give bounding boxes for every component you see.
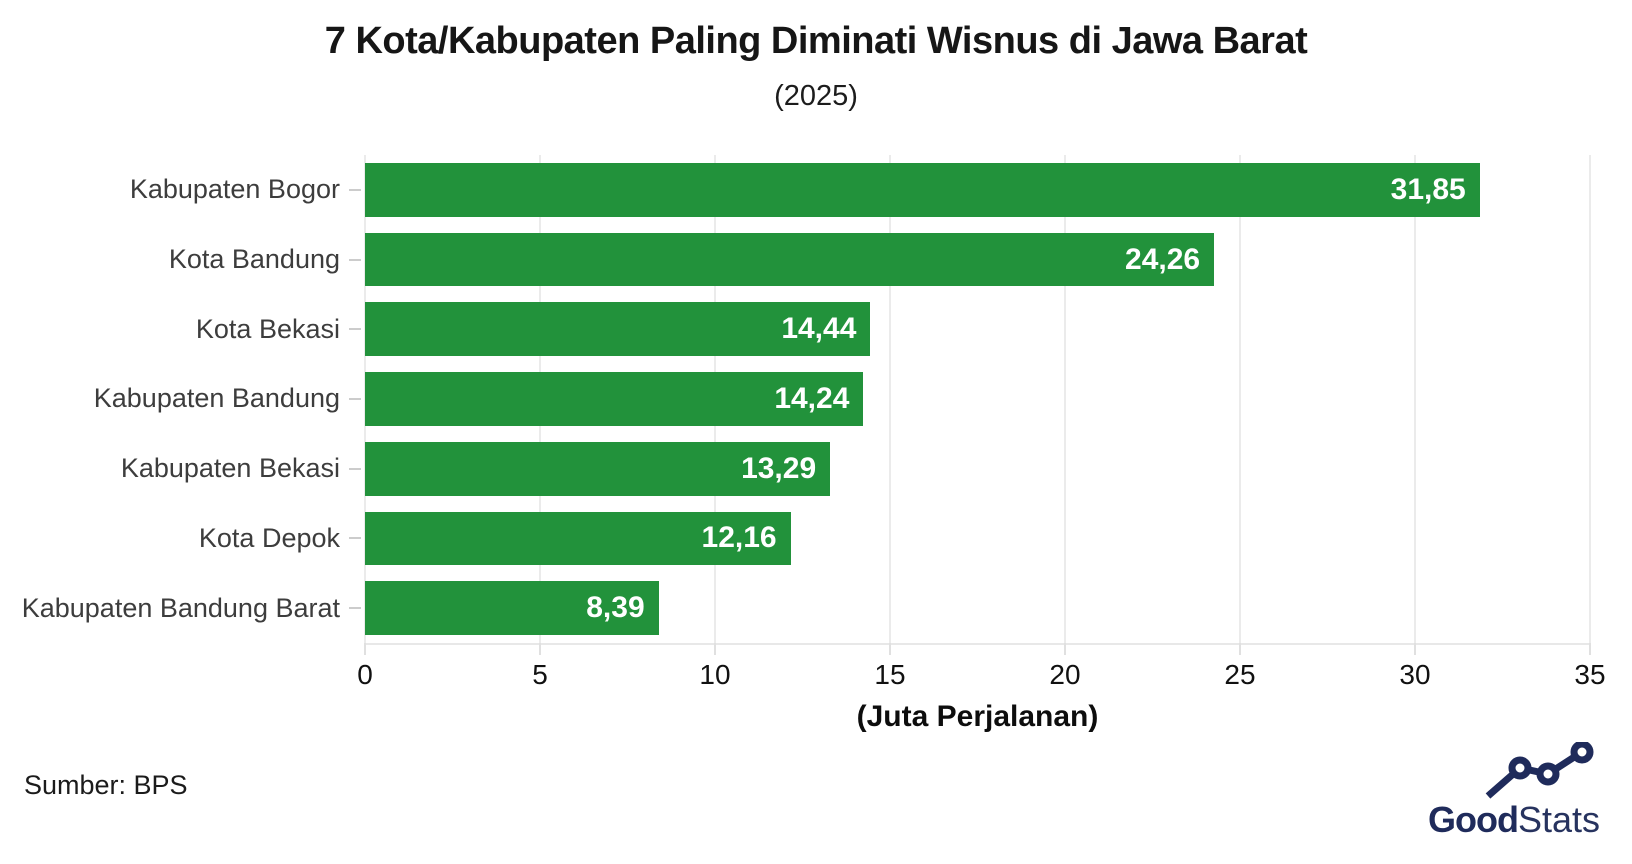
bar-row: 24,26 — [365, 225, 1590, 295]
bar-value-label: 14,44 — [781, 312, 857, 346]
y-axis-category-labels: Kabupaten Bogor Kota Bandung Kota Bekasi Ka… — [0, 155, 361, 643]
x-tick-label-10: 10 — [699, 659, 731, 690]
bar-value-label: 12,16 — [701, 521, 777, 555]
bar-row: 8,39 — [365, 573, 1590, 643]
x-tick-mark-10 — [714, 643, 716, 655]
bar-value-label: 24,26 — [1125, 242, 1201, 276]
x-tick-label-30: 30 — [1399, 659, 1431, 690]
y-tick-mark — [349, 397, 361, 400]
bar-kabupaten-bekasi: 13,29 — [365, 441, 831, 496]
category-label-kabupaten-bogor: Kabupaten Bogor — [0, 155, 361, 225]
logo-text: GoodStats — [1428, 802, 1600, 838]
x-tick-mark-0 — [364, 643, 366, 655]
chart-subtitle: (2025) — [774, 80, 858, 112]
bar-value-label: 13,29 — [741, 451, 817, 485]
y-tick-mark — [349, 328, 361, 331]
gridline-x-20 — [1064, 155, 1066, 643]
gridline-x-15 — [889, 155, 891, 643]
bar-row: 14,24 — [365, 364, 1590, 434]
trend-line-icon — [1485, 742, 1594, 799]
x-tick-mark-35 — [1589, 643, 1591, 655]
y-tick-mark — [349, 188, 361, 191]
x-tick-mark-30 — [1414, 643, 1416, 655]
y-tick-mark — [349, 467, 361, 470]
x-tick-label-25: 25 — [1224, 659, 1256, 690]
x-axis: 0 5 10 15 20 25 30 35 — [357, 643, 1606, 705]
x-tick-mark-25 — [1239, 643, 1241, 655]
bar-row: 12,16 — [365, 504, 1590, 574]
x-tick-mark-15 — [889, 643, 891, 655]
category-label-kota-bekasi: Kota Bekasi — [0, 294, 361, 364]
bar-kota-bandung: 24,26 — [365, 232, 1215, 287]
bar-kabupaten-bandung-barat: 8,39 — [365, 581, 659, 635]
bar-row: 13,29 — [365, 434, 1590, 504]
bar-value-label: 8,39 — [586, 591, 645, 625]
plot-area: 31,85 24,26 14,44 14,24 13,29 12,16 8,39 — [364, 155, 1591, 645]
bar-row: 14,44 — [365, 294, 1590, 364]
category-label-kota-depok: Kota Depok — [0, 504, 361, 574]
bar-kota-bekasi: 14,44 — [365, 302, 871, 357]
y-tick-mark — [349, 258, 361, 261]
x-tick-label-5: 5 — [532, 659, 548, 690]
x-axis-title: (Juta Perjalanan) — [856, 700, 1099, 733]
x-tick-label-0: 0 — [357, 659, 373, 690]
x-tick-label-15: 15 — [874, 659, 906, 690]
y-tick-mark — [349, 537, 361, 540]
category-label-kabupaten-bandung: Kabupaten Bandung — [0, 364, 361, 434]
x-tick-label-20: 20 — [1049, 659, 1081, 690]
bar-kabupaten-bandung: 14,24 — [365, 372, 864, 426]
bar-kota-depok: 12,16 — [365, 511, 791, 566]
y-tick-mark — [349, 607, 361, 610]
bar-kabupaten-bogor: 31,85 — [365, 163, 1480, 217]
goodstats-logo: GoodStats — [1428, 742, 1600, 838]
logo-text-good: Good — [1427, 799, 1519, 840]
chart-title: 7 Kota/Kabupaten Paling Diminati Wisnus … — [324, 20, 1308, 62]
x-tick-mark-20 — [1064, 643, 1066, 655]
x-tick-label-35: 35 — [1574, 659, 1606, 690]
gridline-x-25 — [1239, 155, 1241, 643]
category-label-kabupaten-bandung-barat: Kabupaten Bandung Barat — [0, 573, 361, 643]
bar-value-label: 31,85 — [1390, 172, 1466, 206]
category-label-kota-bandung: Kota Bandung — [0, 225, 361, 295]
gridline-x-35 — [1589, 155, 1591, 643]
gridline-x-30 — [1414, 155, 1416, 643]
source-note: Sumber: BPS — [24, 770, 188, 800]
bar-row: 31,85 — [365, 155, 1590, 225]
x-tick-mark-5 — [539, 643, 541, 655]
logo-text-stats: Stats — [1517, 799, 1600, 840]
bar-value-label: 14,24 — [774, 381, 850, 415]
category-label-kabupaten-bekasi: Kabupaten Bekasi — [0, 434, 361, 504]
